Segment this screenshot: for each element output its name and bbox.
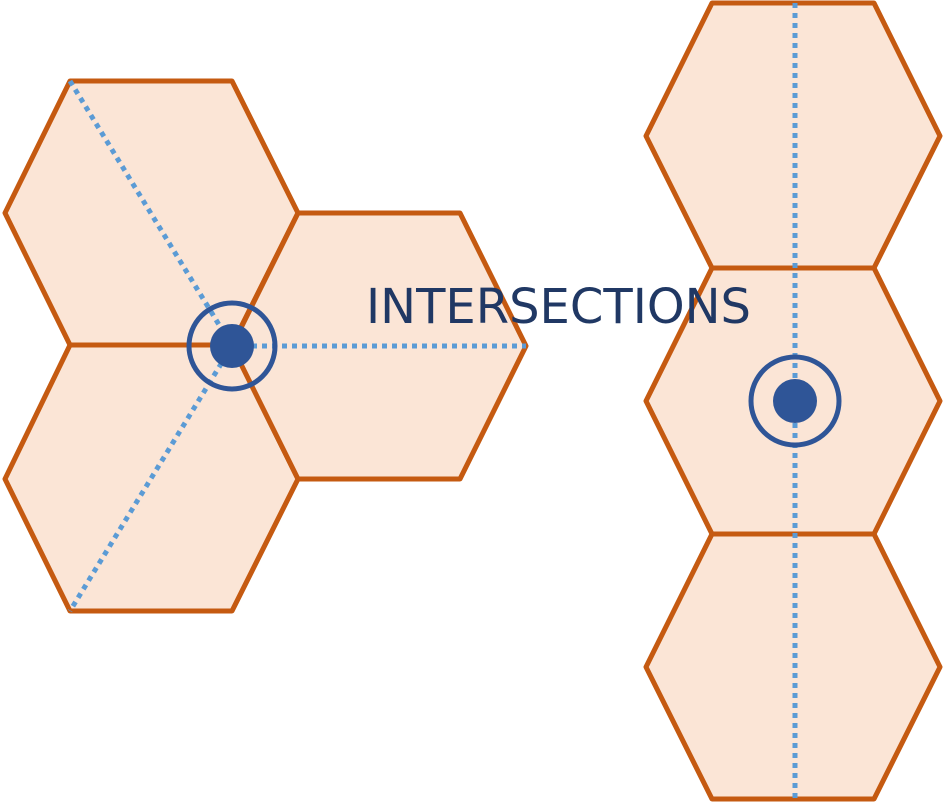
three-hex-cluster bbox=[2, 78, 529, 614]
intersection-dot bbox=[773, 379, 817, 423]
intersections-label: INTERSECTIONS bbox=[366, 279, 752, 335]
vertical-hex-column bbox=[643, 0, 943, 802]
intersection-ring bbox=[748, 354, 842, 448]
intersection-dot bbox=[210, 324, 254, 368]
guide-line-diagonal-up bbox=[67, 79, 235, 348]
intersection-ring bbox=[186, 300, 278, 392]
guide-line-diagonal-down bbox=[67, 344, 235, 613]
